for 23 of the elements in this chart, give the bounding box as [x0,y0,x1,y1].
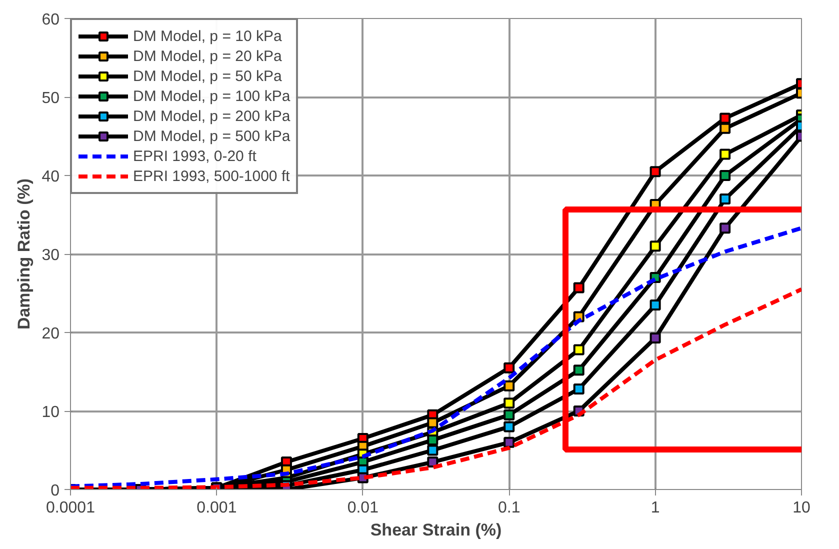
x-tick-label: 0.0001 [46,500,96,516]
legend-label: DM Model, p = 10 kPa [133,26,282,46]
legend-label: DM Model, p = 500 kPa [133,126,290,146]
y-tick-label: 40 [42,168,60,186]
y-tick-label: 20 [42,326,60,342]
legend-label: DM Model, p = 200 kPa [133,106,290,126]
legend-label: DM Model, p = 50 kPa [133,66,282,86]
y-tick-label: 60 [42,12,60,28]
legend-label: DM Model, p = 20 kPa [133,46,282,66]
x-tick-label: 0.1 [498,500,520,516]
y-tick-label: 30 [42,247,60,264]
legend-label: EPRI 1993, 500-1000 ft [133,166,290,186]
x-tick-label: 0.001 [196,500,237,516]
x-axis-title: Shear Strain (%) [370,520,502,540]
y-tick-label: 50 [42,90,60,107]
y-tick-label: 10 [42,404,60,421]
x-tick-label: 0.01 [347,500,379,516]
y-axis-title: Damping Ratio (%) [14,178,34,330]
legend-label: DM Model, p = 100 kPa [133,86,290,106]
x-tick-label: 1 [650,500,660,516]
y-tick-label: 0 [50,482,60,500]
x-tick-label: 10 [792,500,810,516]
legend-label: EPRI 1993, 0-20 ft [133,146,256,166]
